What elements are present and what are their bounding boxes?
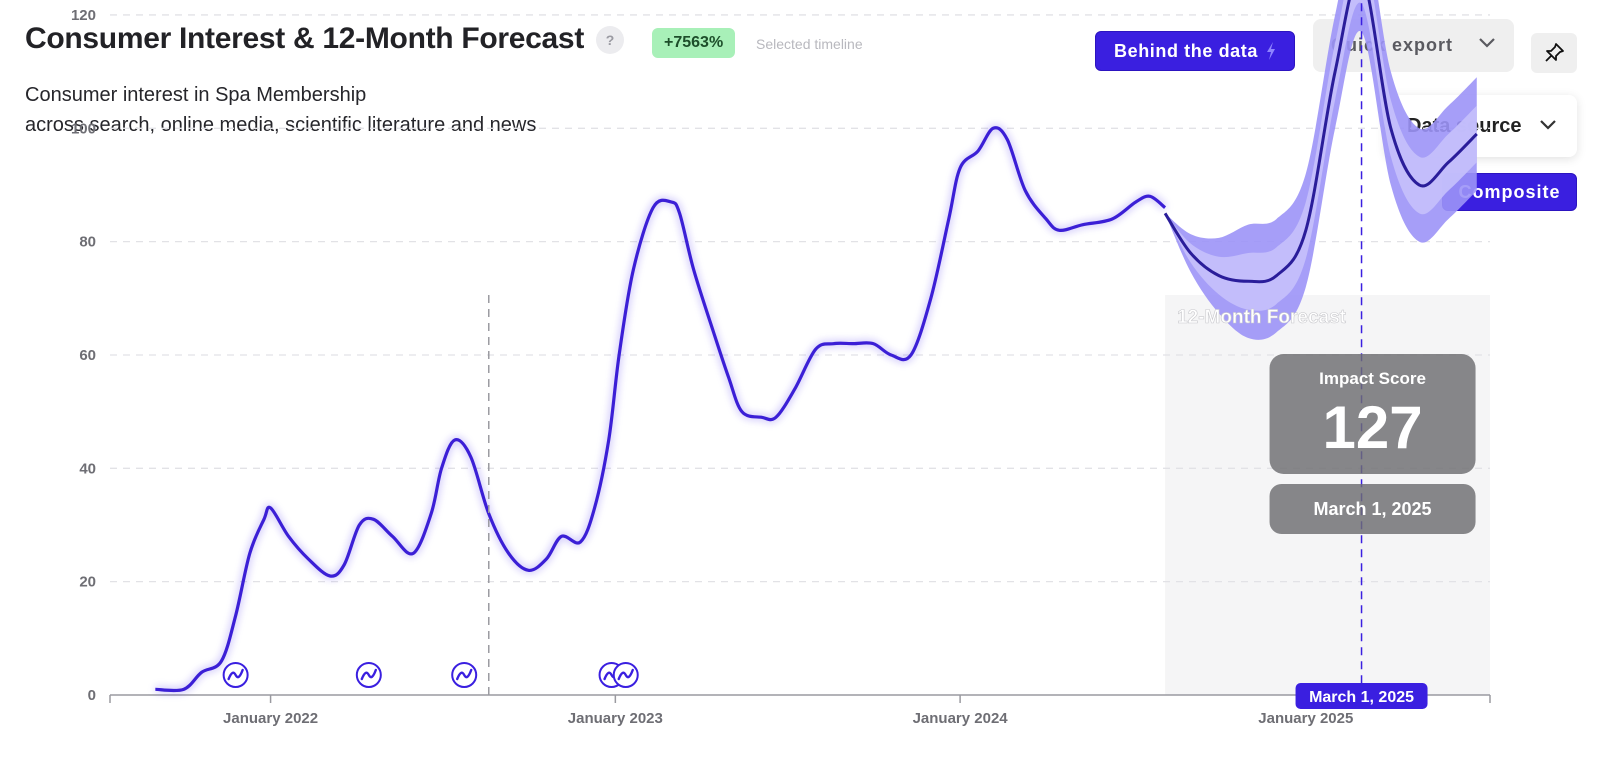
event-icon-squiggle — [227, 668, 244, 681]
pin-button[interactable] — [1531, 33, 1577, 73]
chevron-down-icon — [1479, 38, 1495, 48]
chart-subtitle: Consumer interest in Spa Membership acro… — [25, 80, 536, 140]
y-tick-label: 60 — [79, 347, 96, 364]
y-tick-label: 40 — [79, 460, 96, 477]
x-tick-label: January 2024 — [913, 710, 1009, 727]
trend-event-icon — [222, 662, 249, 688]
forecast-line — [1163, 0, 1478, 284]
x-tick-label: January 2022 — [223, 710, 318, 727]
y-tick-label: 0 — [88, 687, 96, 704]
event-icon-squiggle — [456, 668, 473, 681]
forecast-label: 12-Month Forecast — [1177, 307, 1347, 328]
impact-tooltip: Impact Score 127 March 1, 2025 — [1269, 354, 1476, 534]
behind-the-data-button[interactable]: Behind the data — [1095, 31, 1295, 71]
tooltip-title: Impact Score — [1319, 369, 1426, 388]
y-tick-label: 120 — [71, 7, 96, 24]
change-badge: +7563% — [652, 28, 736, 58]
behind-the-data-label: Behind the data — [1113, 40, 1258, 61]
chevron-down-icon — [1540, 120, 1556, 130]
y-tick-label: 100 — [71, 120, 96, 137]
date-badge-text: March 1, 2025 — [1309, 689, 1414, 706]
tooltip-body — [1269, 354, 1476, 474]
tooltip-date-box — [1269, 484, 1476, 534]
help-icon[interactable]: ? — [596, 26, 624, 54]
bolt-icon — [1267, 42, 1275, 60]
tooltip-date: March 1, 2025 — [1314, 499, 1432, 519]
event-icon-squiggle — [617, 668, 634, 681]
y-tick-label: 20 — [79, 574, 96, 591]
timeline-caption: Selected timeline — [756, 36, 863, 52]
historical-line — [155, 126, 1167, 693]
date-badge-bg — [1295, 683, 1428, 709]
trend-event-icon — [451, 662, 478, 688]
page-title: Consumer Interest & 12-Month Forecast — [25, 22, 585, 55]
y-tick-label: 80 — [79, 234, 96, 251]
event-icon-squiggle — [360, 668, 378, 681]
x-tick-label: January 2023 — [568, 710, 663, 727]
tooltip-value: 127 — [1322, 394, 1422, 461]
x-tick-label: January 2025 — [1258, 710, 1353, 727]
pin-icon — [1545, 43, 1564, 62]
subtitle-line-2: across search, online media, scientific … — [25, 114, 537, 136]
trend-event-icon — [355, 662, 382, 688]
historical-line-glow — [155, 124, 1167, 694]
trend-event-icon — [612, 662, 639, 688]
highlight-date-badge: March 1, 2025 — [1295, 683, 1428, 709]
subtitle-line-1: Consumer interest in Spa Membership — [25, 84, 367, 106]
